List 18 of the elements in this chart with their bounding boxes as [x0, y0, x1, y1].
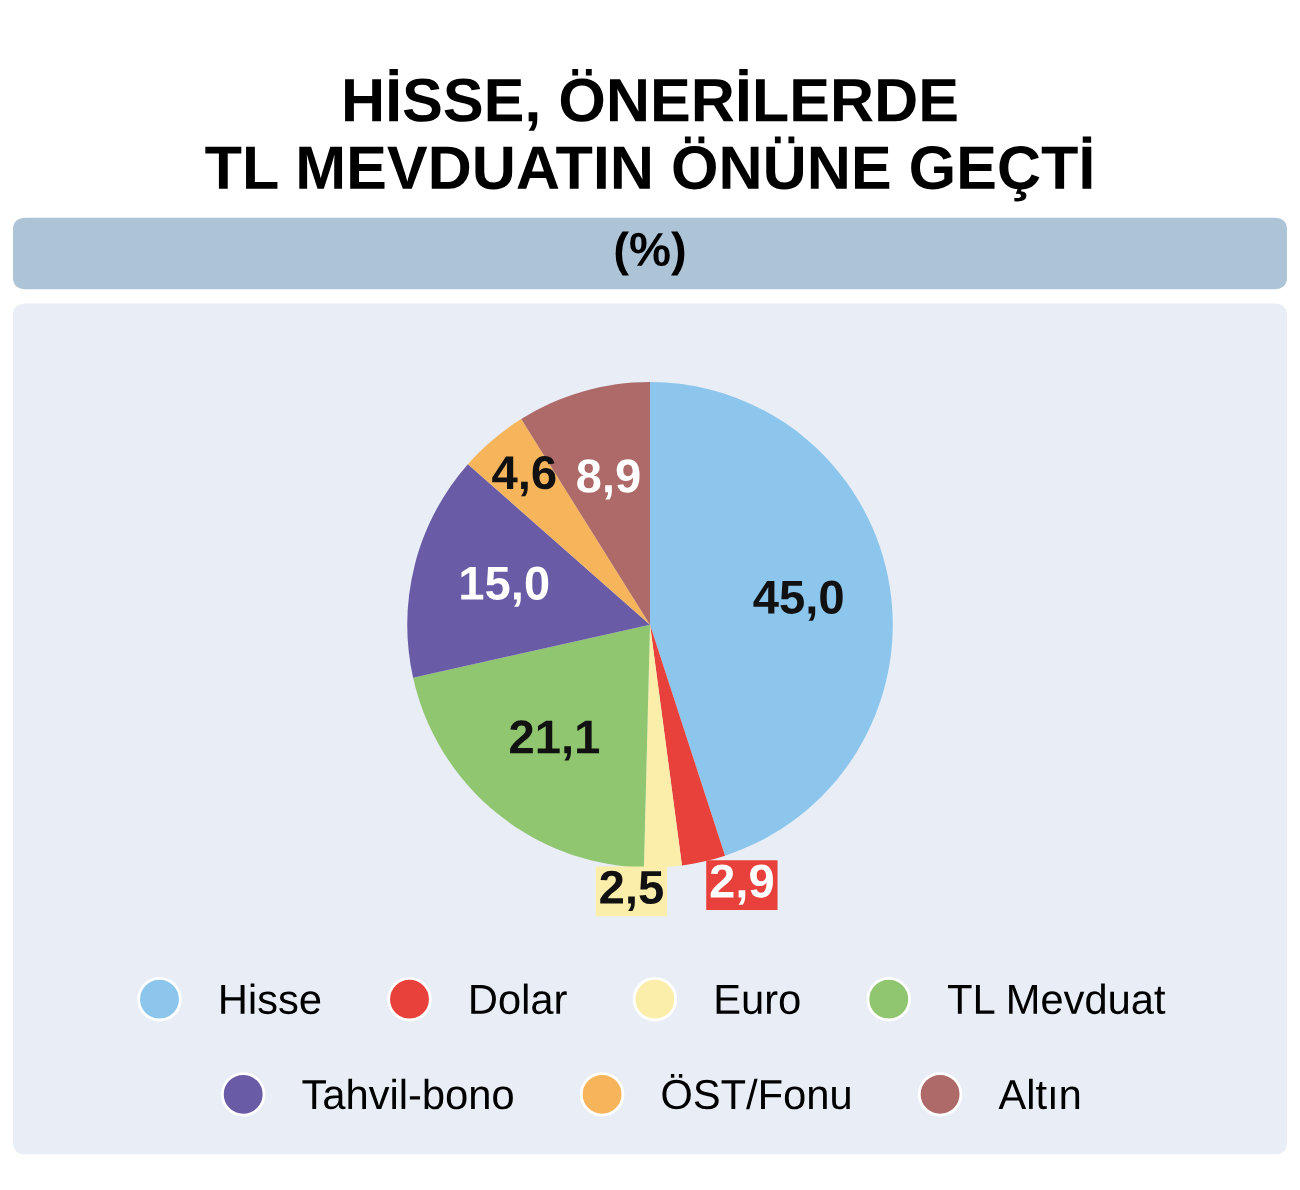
- legend-label: ÖST/Fonu: [662, 1074, 850, 1110]
- data-label: 8,9: [577, 459, 640, 500]
- data-label: 15,0: [461, 566, 549, 607]
- legend-label: Euro: [716, 985, 800, 1015]
- legend-label: Hisse: [221, 983, 321, 1015]
- legend-label: Dolar: [471, 983, 567, 1015]
- chart-subtitle: (%): [615, 231, 685, 276]
- data-label: 21,1: [510, 720, 600, 761]
- pie-slice: [650, 381, 893, 856]
- data-label: 45,0: [753, 580, 843, 621]
- legend-label: Altın: [998, 1078, 1080, 1110]
- data-label: 2,9: [710, 864, 773, 905]
- pie-slice: [413, 624, 650, 868]
- legend-label: Tahvil-bono: [302, 1078, 513, 1110]
- data-label: 4,6: [492, 455, 556, 497]
- chart-title: HİSSE, ÖNERİLERDE TL MEVDUATIN ÖNÜNE GEÇTİ: [205, 69, 1092, 202]
- data-label: 2,5: [600, 870, 663, 911]
- legend-label: TL Mevduat: [948, 983, 1166, 1015]
